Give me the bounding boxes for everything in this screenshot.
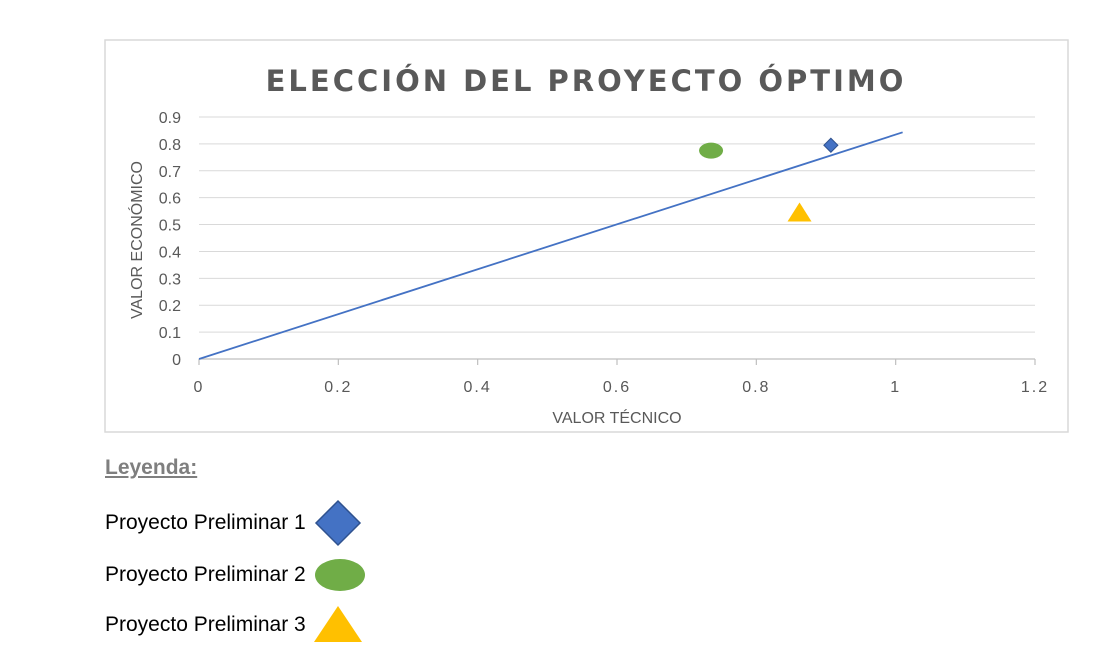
legend-item-proyecto-1: Proyecto Preliminar 1 <box>105 498 368 548</box>
point-proyecto-1 <box>823 137 839 153</box>
trend-line <box>198 131 903 360</box>
x-tick-label: 1 <box>890 379 901 396</box>
diamond-swatch <box>314 499 361 547</box>
y-tick-label: 0.1 <box>159 325 181 342</box>
x-tick-label: 0.8 <box>742 379 770 396</box>
triangle-swatch <box>313 606 362 642</box>
x-tick-label: 1.2 <box>1021 379 1049 396</box>
x-tick-labels: 0 0.2 0.4 0.6 0.8 1 1.2 <box>194 379 1049 396</box>
y-tick-label: 0.8 <box>159 137 181 154</box>
y-tick-label: 0.2 <box>159 298 181 315</box>
x-tick-label: 0.2 <box>324 379 352 396</box>
legend: Leyenda: Proyecto Preliminar 1 Proyecto … <box>105 456 505 651</box>
chart: ELECCIÓN DEL PROYECTO ÓPTIMO 00.10.20.30… <box>104 39 1069 433</box>
x-tick-label: 0 <box>194 379 205 396</box>
legend-heading: Leyenda: <box>105 456 198 479</box>
y-tick-label: 0 <box>172 352 181 369</box>
trend-line-layer <box>198 131 903 360</box>
blue-diamond-icon <box>314 499 361 547</box>
x-tick-label: 0.6 <box>603 379 631 396</box>
y-tick-label: 0.4 <box>159 244 181 261</box>
x-tick-label: 0.4 <box>464 379 492 396</box>
y-tick-label: 0.5 <box>159 218 181 235</box>
y-axis-title: VALOR ECONÓMICO <box>127 161 146 319</box>
ellipse-swatch <box>314 559 365 591</box>
legend-item-label: Proyecto Preliminar 3 <box>105 613 306 636</box>
y-tick-label: 0.6 <box>159 191 181 208</box>
x-axis-title: VALOR TÉCNICO <box>552 408 681 427</box>
data-points <box>699 137 839 222</box>
y-tick-label: 0.9 <box>159 110 181 127</box>
y-tick-label: 0.3 <box>159 271 181 288</box>
legend-item-proyecto-3: Proyecto Preliminar 3 <box>105 600 368 650</box>
legend-item-proyecto-2: Proyecto Preliminar 2 <box>105 550 368 600</box>
point-proyecto-2 <box>699 142 724 159</box>
point-proyecto-3 <box>787 202 812 222</box>
legend-item-label: Proyecto Preliminar 1 <box>105 511 306 534</box>
green-ellipse-icon <box>314 559 365 591</box>
y-tick-labels: 0 0.1 0.2 0.3 0.4 0.5 0.6 0.7 0.8 0.9 <box>159 110 181 369</box>
axes <box>198 358 1036 365</box>
yellow-triangle-icon <box>313 606 362 642</box>
legend-item-label: Proyecto Preliminar 2 <box>105 563 306 586</box>
y-tick-label: 0.7 <box>159 164 181 181</box>
chart-frame <box>104 39 1069 433</box>
chart-title: ELECCIÓN DEL PROYECTO ÓPTIMO <box>266 64 907 98</box>
